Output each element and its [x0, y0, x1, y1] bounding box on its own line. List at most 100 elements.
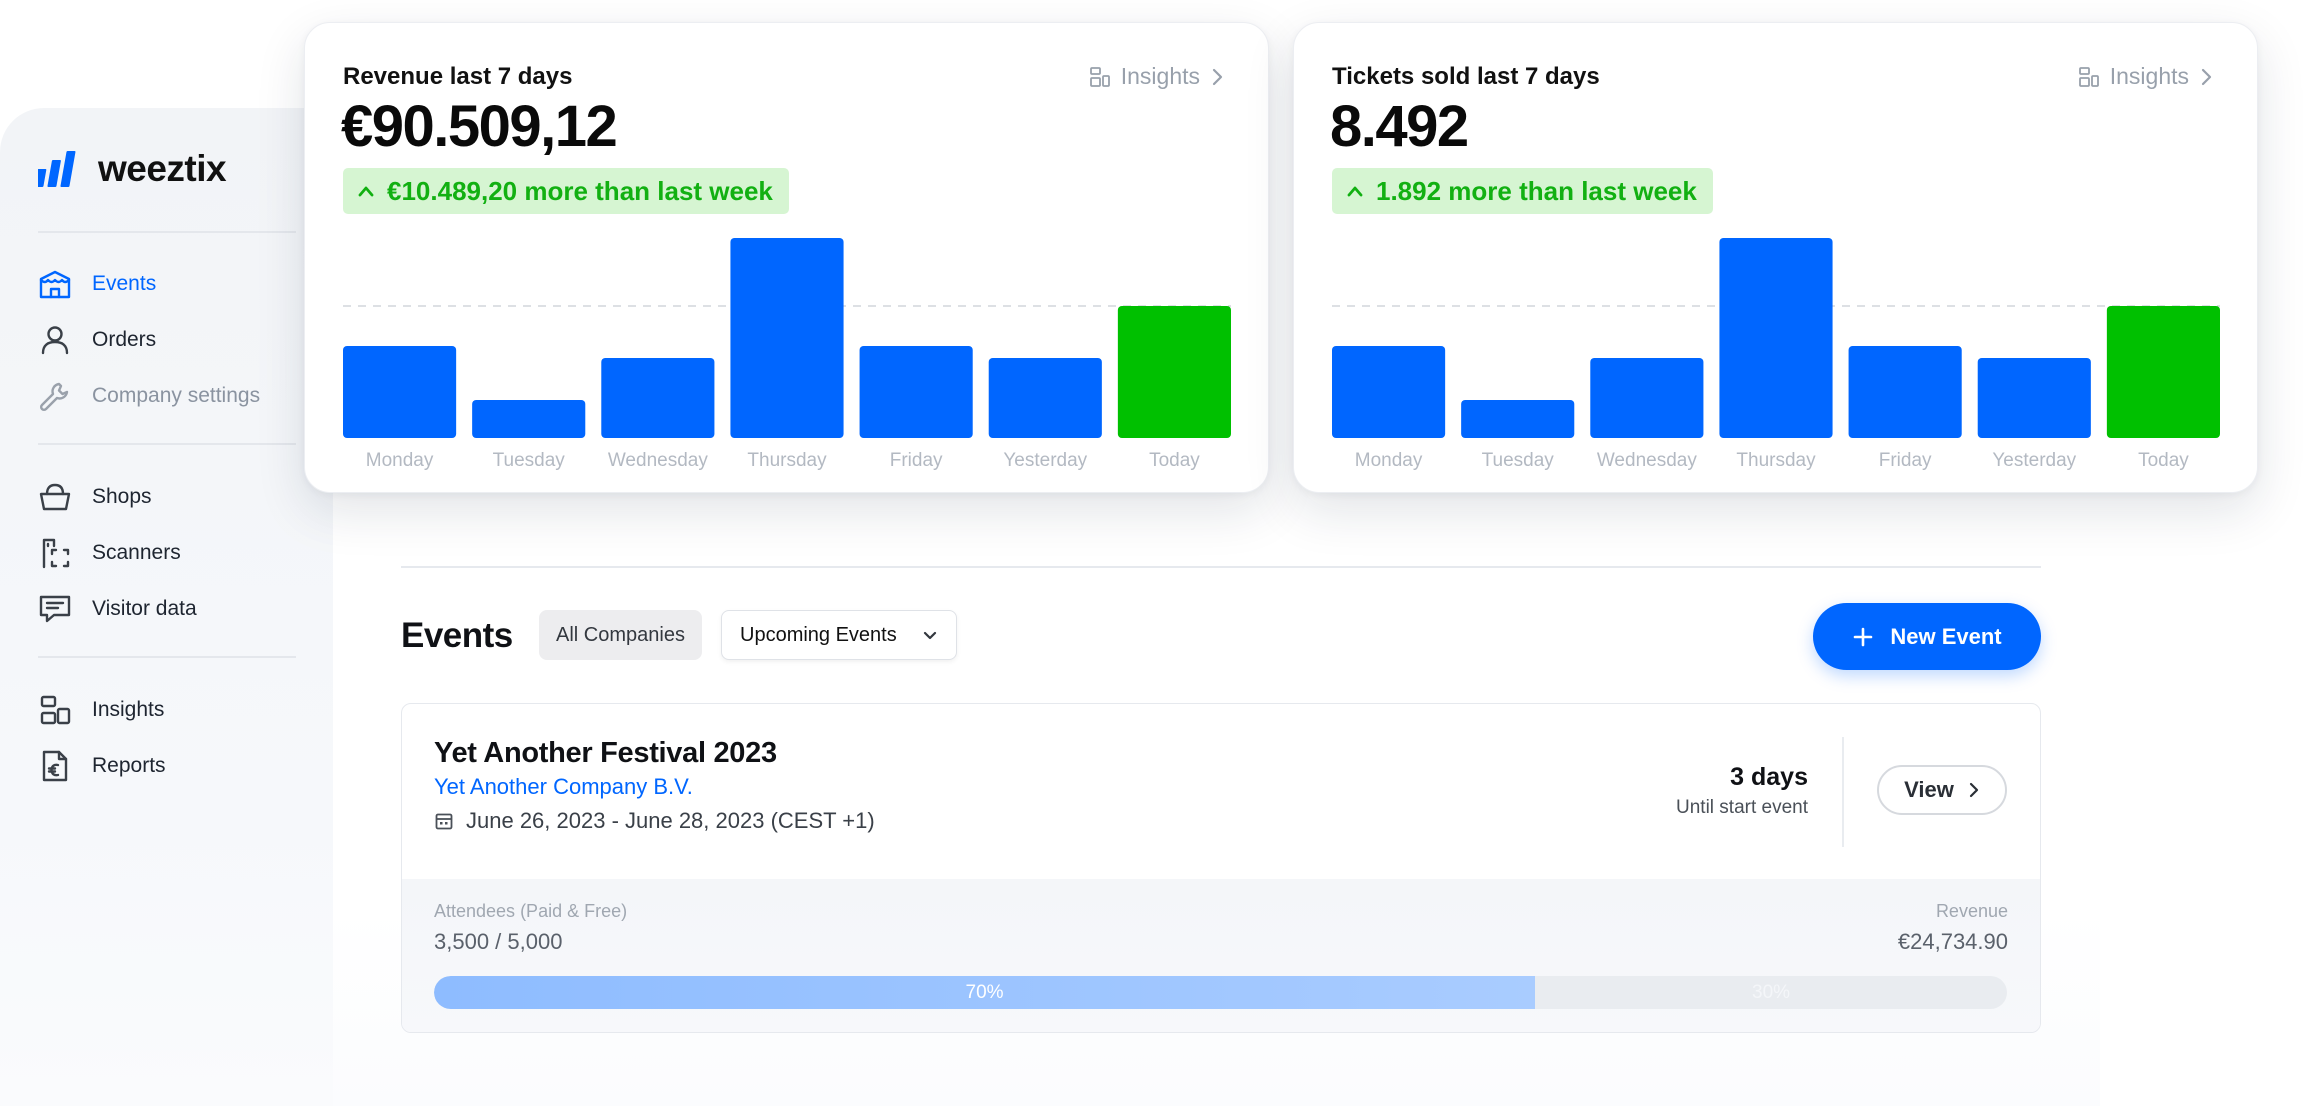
dropdown-value: Upcoming Events — [740, 623, 897, 646]
new-event-label: New Event — [1890, 623, 2002, 649]
attendance-progress-bar: 70% 30% — [434, 976, 2007, 1009]
sidebar-item-reports[interactable]: Reports — [38, 749, 166, 783]
insights-link[interactable]: Insights — [2078, 63, 2213, 90]
section-divider — [401, 566, 2041, 568]
sidebar-item-visitor-data[interactable]: Visitor data — [38, 592, 197, 626]
report-euro-icon — [42, 750, 68, 782]
logo-text: weeztix — [98, 148, 227, 189]
card-title: Tickets sold last 7 days — [1332, 63, 1600, 90]
x-tick-label: Friday — [1879, 450, 1932, 471]
card-title: Revenue last 7 days — [343, 63, 573, 90]
progress-fill: 70% — [434, 976, 1536, 1009]
plus-icon — [1854, 627, 1873, 646]
tent-icon — [39, 270, 71, 299]
vertical-divider — [1842, 737, 1844, 847]
x-tick-label: Monday — [1355, 450, 1423, 471]
sidebar-item-insights[interactable]: Insights — [38, 693, 164, 727]
chevron-right-icon — [2201, 68, 2212, 85]
view-label: View — [1904, 777, 1954, 802]
wrench-icon — [39, 382, 69, 412]
chevron-up-icon — [1347, 186, 1363, 197]
comparison-badge: €10.489,20 more than last week — [343, 168, 789, 214]
x-tick-label: Wednesday — [608, 450, 708, 471]
chart-bar-thursday[interactable] — [730, 238, 844, 438]
days-until-value: 3 days — [1730, 763, 1808, 791]
chart-bar-today[interactable] — [2106, 306, 2220, 438]
message-icon — [39, 595, 71, 623]
new-event-button[interactable]: New Event — [1813, 603, 2041, 670]
tickets-value: 8.492 — [1330, 94, 1469, 159]
logo[interactable]: weeztix — [38, 148, 227, 190]
basket-icon — [39, 483, 71, 511]
insights-link[interactable]: Insights — [1089, 63, 1224, 90]
insights-label: Insights — [2109, 63, 2189, 89]
insights-icon — [1089, 66, 1110, 87]
chart-bar-monday[interactable] — [1332, 346, 1446, 438]
view-event-button[interactable]: View — [1877, 765, 2007, 815]
sidebar-divider — [38, 443, 296, 445]
x-tick-label: Thursday — [747, 450, 827, 471]
all-companies-filter[interactable]: All Companies — [539, 610, 702, 660]
sidebar-item-company-settings[interactable]: Company settings — [38, 379, 260, 413]
calendar-icon — [435, 813, 453, 830]
chart-bar-friday[interactable] — [1848, 346, 1962, 438]
days-until-label: Until start event — [1676, 797, 1808, 818]
chart-bar-wednesday[interactable] — [1590, 358, 1704, 438]
x-tick-label: Monday — [366, 450, 434, 471]
revenue-amount: €24,734.90 — [1897, 929, 2008, 954]
revenue-card: Revenue last 7 days Insights €90.509,12 … — [304, 22, 1269, 493]
revenue-chart: Monday Tuesday Wednesday Thursday Friday Yest… — [343, 238, 1231, 483]
chart-bar-tuesday[interactable] — [1461, 400, 1575, 438]
event-company-link[interactable]: Yet Another Company B.V. — [434, 774, 693, 799]
chart-bar-thursday[interactable] — [1719, 238, 1833, 438]
chart-bar-wednesday[interactable] — [601, 358, 715, 438]
event-dates-text: June 26, 2023 - June 28, 2023 (CEST +1) — [466, 808, 875, 833]
sidebar-item-scanners[interactable]: Scanners — [38, 536, 181, 570]
chevron-down-icon — [923, 631, 937, 640]
sidebar-item-label: Orders — [92, 328, 157, 351]
chart-bar-friday[interactable] — [859, 346, 973, 438]
event-stats: Attendees (Paid & Free) 3,500 / 5,000 Re… — [402, 879, 2040, 1032]
insights-icon — [40, 695, 71, 725]
progress-label: 70% — [965, 981, 1004, 1003]
x-tick-label: Yesterday — [1003, 450, 1087, 471]
sidebar-item-orders[interactable]: Orders — [38, 323, 156, 357]
x-tick-label: Tuesday — [1482, 450, 1555, 471]
sidebar-item-label: Company settings — [92, 384, 261, 407]
badge-text: 1.892 more than last week — [1376, 175, 1697, 206]
user-icon — [41, 326, 69, 355]
x-tick-label: Today — [2138, 450, 2189, 471]
chart-bar-yesterday[interactable] — [988, 358, 1102, 438]
progress-remaining: 30% — [1535, 976, 2007, 1009]
remaining-label: 30% — [1752, 981, 1791, 1003]
insights-label: Insights — [1120, 63, 1200, 89]
weeztix-logo-icon — [38, 151, 76, 187]
chevron-right-icon — [1212, 68, 1223, 85]
sidebar-item-shops[interactable]: Shops — [38, 480, 152, 514]
insights-icon — [2078, 66, 2099, 87]
chevron-right-icon — [1969, 782, 1978, 798]
x-tick-label: Friday — [890, 450, 943, 471]
attendees-label: Attendees (Paid & Free) — [434, 901, 628, 921]
chevron-up-icon — [358, 186, 374, 197]
sidebar-item-events[interactable]: Events — [38, 267, 156, 301]
sidebar-item-label: Events — [92, 272, 157, 295]
x-tick-label: Tuesday — [493, 450, 566, 471]
tickets-chart: Monday Tuesday Wednesday Thursday Friday Yest… — [1332, 238, 2220, 483]
badge-text: €10.489,20 more than last week — [387, 175, 773, 206]
chart-bar-yesterday[interactable] — [1977, 358, 2091, 438]
sidebar-item-label: Reports — [92, 754, 166, 777]
sidebar-item-label: Shops — [92, 485, 152, 508]
sidebar-item-label: Scanners — [92, 541, 181, 564]
sidebar-divider — [38, 231, 296, 233]
event-dates: June 26, 2023 - June 28, 2023 (CEST +1) — [434, 808, 875, 834]
chart-bar-tuesday[interactable] — [472, 400, 586, 438]
event-filter-dropdown[interactable]: Upcoming Events — [721, 610, 957, 660]
tickets-card: Tickets sold last 7 days Insights 8.492 … — [1293, 22, 2258, 493]
attendees-value: 3,500 / 5,000 — [434, 929, 563, 954]
event-name: Yet Another Festival 2023 — [434, 737, 777, 769]
sidebar: weeztix Events Orders Company settings — [0, 108, 333, 1106]
x-tick-label: Today — [1149, 450, 1200, 471]
chart-bar-monday[interactable] — [343, 346, 457, 438]
chart-bar-today[interactable] — [1117, 306, 1231, 438]
